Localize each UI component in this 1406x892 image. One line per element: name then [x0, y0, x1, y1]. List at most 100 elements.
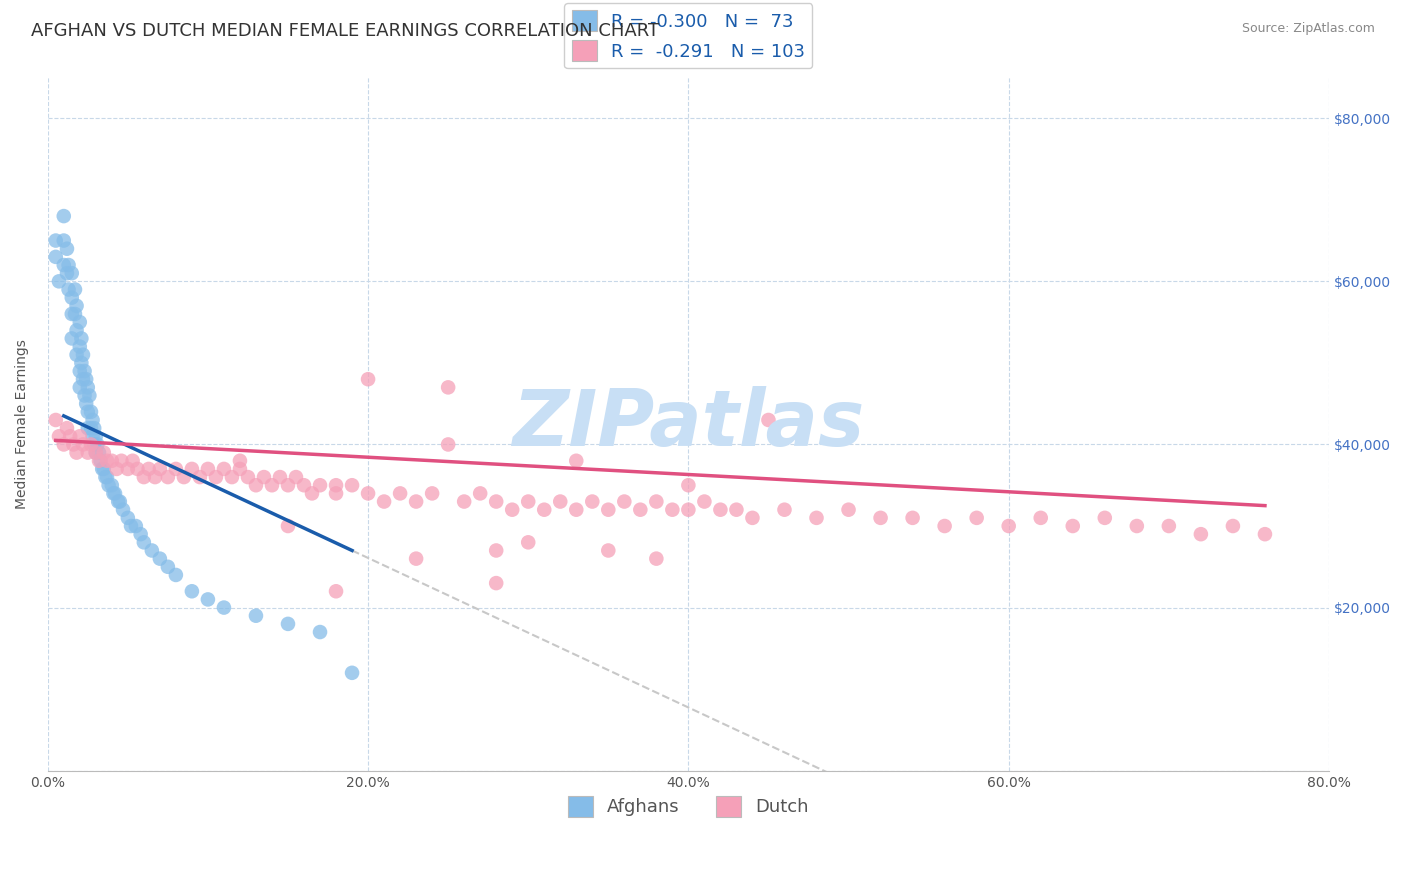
- Point: [97, 478, 120, 492]
- Point: [56, 242, 79, 256]
- Point: [173, 470, 195, 484]
- Point: [45, 250, 67, 264]
- Point: [73, 388, 96, 402]
- Point: [325, 486, 347, 500]
- Point: [73, 364, 96, 378]
- Point: [309, 478, 332, 492]
- Point: [277, 519, 299, 533]
- Point: [212, 462, 235, 476]
- Point: [96, 454, 118, 468]
- Point: [325, 584, 347, 599]
- Point: [645, 494, 668, 508]
- Point: [758, 413, 780, 427]
- Point: [45, 234, 67, 248]
- Point: [129, 527, 152, 541]
- Point: [165, 568, 187, 582]
- Point: [485, 543, 508, 558]
- Point: [110, 454, 132, 468]
- Point: [645, 551, 668, 566]
- Point: [69, 364, 91, 378]
- Point: [117, 511, 139, 525]
- Point: [138, 462, 160, 476]
- Point: [60, 266, 83, 280]
- Point: [725, 502, 748, 516]
- Point: [453, 494, 475, 508]
- Point: [69, 380, 91, 394]
- Point: [69, 340, 91, 354]
- Point: [87, 454, 110, 468]
- Point: [997, 519, 1019, 533]
- Point: [180, 462, 202, 476]
- Point: [389, 486, 412, 500]
- Point: [82, 429, 104, 443]
- Point: [325, 478, 347, 492]
- Point: [966, 511, 988, 525]
- Point: [709, 502, 731, 516]
- Point: [60, 331, 83, 345]
- Point: [87, 445, 110, 459]
- Point: [517, 535, 540, 549]
- Point: [245, 478, 267, 492]
- Point: [405, 551, 427, 566]
- Point: [141, 543, 163, 558]
- Point: [91, 462, 114, 476]
- Point: [773, 502, 796, 516]
- Point: [76, 405, 98, 419]
- Point: [117, 462, 139, 476]
- Point: [405, 494, 427, 508]
- Point: [229, 462, 252, 476]
- Point: [581, 494, 603, 508]
- Point: [101, 454, 124, 468]
- Point: [94, 470, 117, 484]
- Point: [236, 470, 259, 484]
- Point: [149, 551, 172, 566]
- Point: [156, 559, 179, 574]
- Point: [205, 470, 228, 484]
- Point: [678, 478, 700, 492]
- Point: [901, 511, 924, 525]
- Point: [260, 478, 283, 492]
- Point: [108, 494, 131, 508]
- Text: AFGHAN VS DUTCH MEDIAN FEMALE EARNINGS CORRELATION CHART: AFGHAN VS DUTCH MEDIAN FEMALE EARNINGS C…: [31, 22, 659, 40]
- Point: [72, 372, 94, 386]
- Point: [533, 502, 555, 516]
- Point: [420, 486, 443, 500]
- Point: [741, 511, 763, 525]
- Point: [269, 470, 291, 484]
- Point: [65, 348, 87, 362]
- Point: [156, 470, 179, 484]
- Point: [52, 209, 75, 223]
- Point: [65, 323, 87, 337]
- Point: [180, 584, 202, 599]
- Point: [517, 494, 540, 508]
- Point: [1126, 519, 1149, 533]
- Point: [65, 445, 87, 459]
- Point: [485, 494, 508, 508]
- Point: [76, 445, 98, 459]
- Point: [693, 494, 716, 508]
- Point: [48, 274, 70, 288]
- Point: [340, 665, 363, 680]
- Point: [76, 421, 98, 435]
- Point: [934, 519, 956, 533]
- Point: [69, 315, 91, 329]
- Point: [107, 494, 129, 508]
- Point: [292, 478, 315, 492]
- Point: [75, 397, 97, 411]
- Point: [58, 258, 80, 272]
- Point: [56, 266, 79, 280]
- Point: [165, 462, 187, 476]
- Point: [437, 437, 460, 451]
- Point: [143, 470, 166, 484]
- Point: [212, 600, 235, 615]
- Point: [127, 462, 149, 476]
- Point: [59, 429, 82, 443]
- Point: [48, 429, 70, 443]
- Point: [58, 283, 80, 297]
- Point: [69, 429, 91, 443]
- Point: [84, 445, 107, 459]
- Point: [103, 486, 125, 500]
- Point: [101, 478, 124, 492]
- Point: [72, 437, 94, 451]
- Point: [628, 502, 651, 516]
